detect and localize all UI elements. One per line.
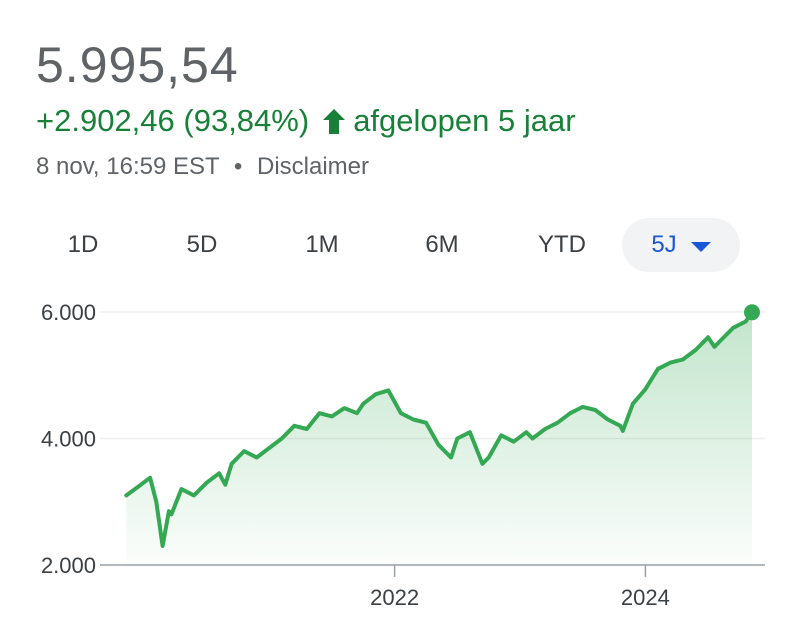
tab-1m[interactable]: 1M bbox=[305, 231, 339, 258]
change-period: afgelopen 5 jaar bbox=[353, 103, 576, 138]
price-area bbox=[126, 312, 753, 565]
y-tick-label: 4.000 bbox=[41, 427, 96, 452]
y-tick-label: 2.000 bbox=[41, 553, 96, 578]
range-tabs: 1D 5D 1M 6M YTD 5J bbox=[24, 218, 754, 272]
y-axis-labels: 2.000 4.000 6.000 bbox=[41, 300, 96, 578]
chevron-down-icon bbox=[690, 241, 711, 252]
tab-6m[interactable]: 6M bbox=[425, 231, 459, 258]
current-price: 5.995,54 bbox=[36, 37, 239, 93]
y-tick-label: 6.000 bbox=[41, 300, 96, 325]
arrow-up-icon bbox=[323, 109, 346, 134]
tab-ytd[interactable]: YTD bbox=[538, 231, 586, 258]
x-axis-ticks: 2022 2024 bbox=[370, 565, 670, 610]
price-change-row: +2.902,46 (93,84%) afgelopen 5 jaar bbox=[36, 103, 576, 139]
x-tick-label: 2024 bbox=[621, 585, 670, 610]
tab-5d[interactable]: 5D bbox=[186, 231, 218, 258]
quote-meta: 8 nov, 16:59 EST • Disclaimer bbox=[36, 153, 369, 181]
price-line bbox=[124, 310, 754, 548]
price-chart[interactable]: 2.000 4.000 6.000 2022 2024 bbox=[0, 290, 800, 620]
disclaimer-link[interactable]: Disclaimer bbox=[256, 153, 369, 180]
x-tick-label: 2022 bbox=[370, 585, 419, 610]
price-change: +2.902,46 (93,84%) bbox=[36, 103, 310, 138]
tab-5j[interactable]: 5J bbox=[622, 218, 740, 272]
separator-dot: • bbox=[233, 153, 243, 180]
last-price-marker bbox=[744, 304, 760, 321]
quote-timestamp: 8 nov, 16:59 EST bbox=[36, 153, 220, 180]
tab-1d[interactable]: 1D bbox=[67, 231, 99, 258]
tab-5j-label: 5J bbox=[651, 231, 677, 258]
